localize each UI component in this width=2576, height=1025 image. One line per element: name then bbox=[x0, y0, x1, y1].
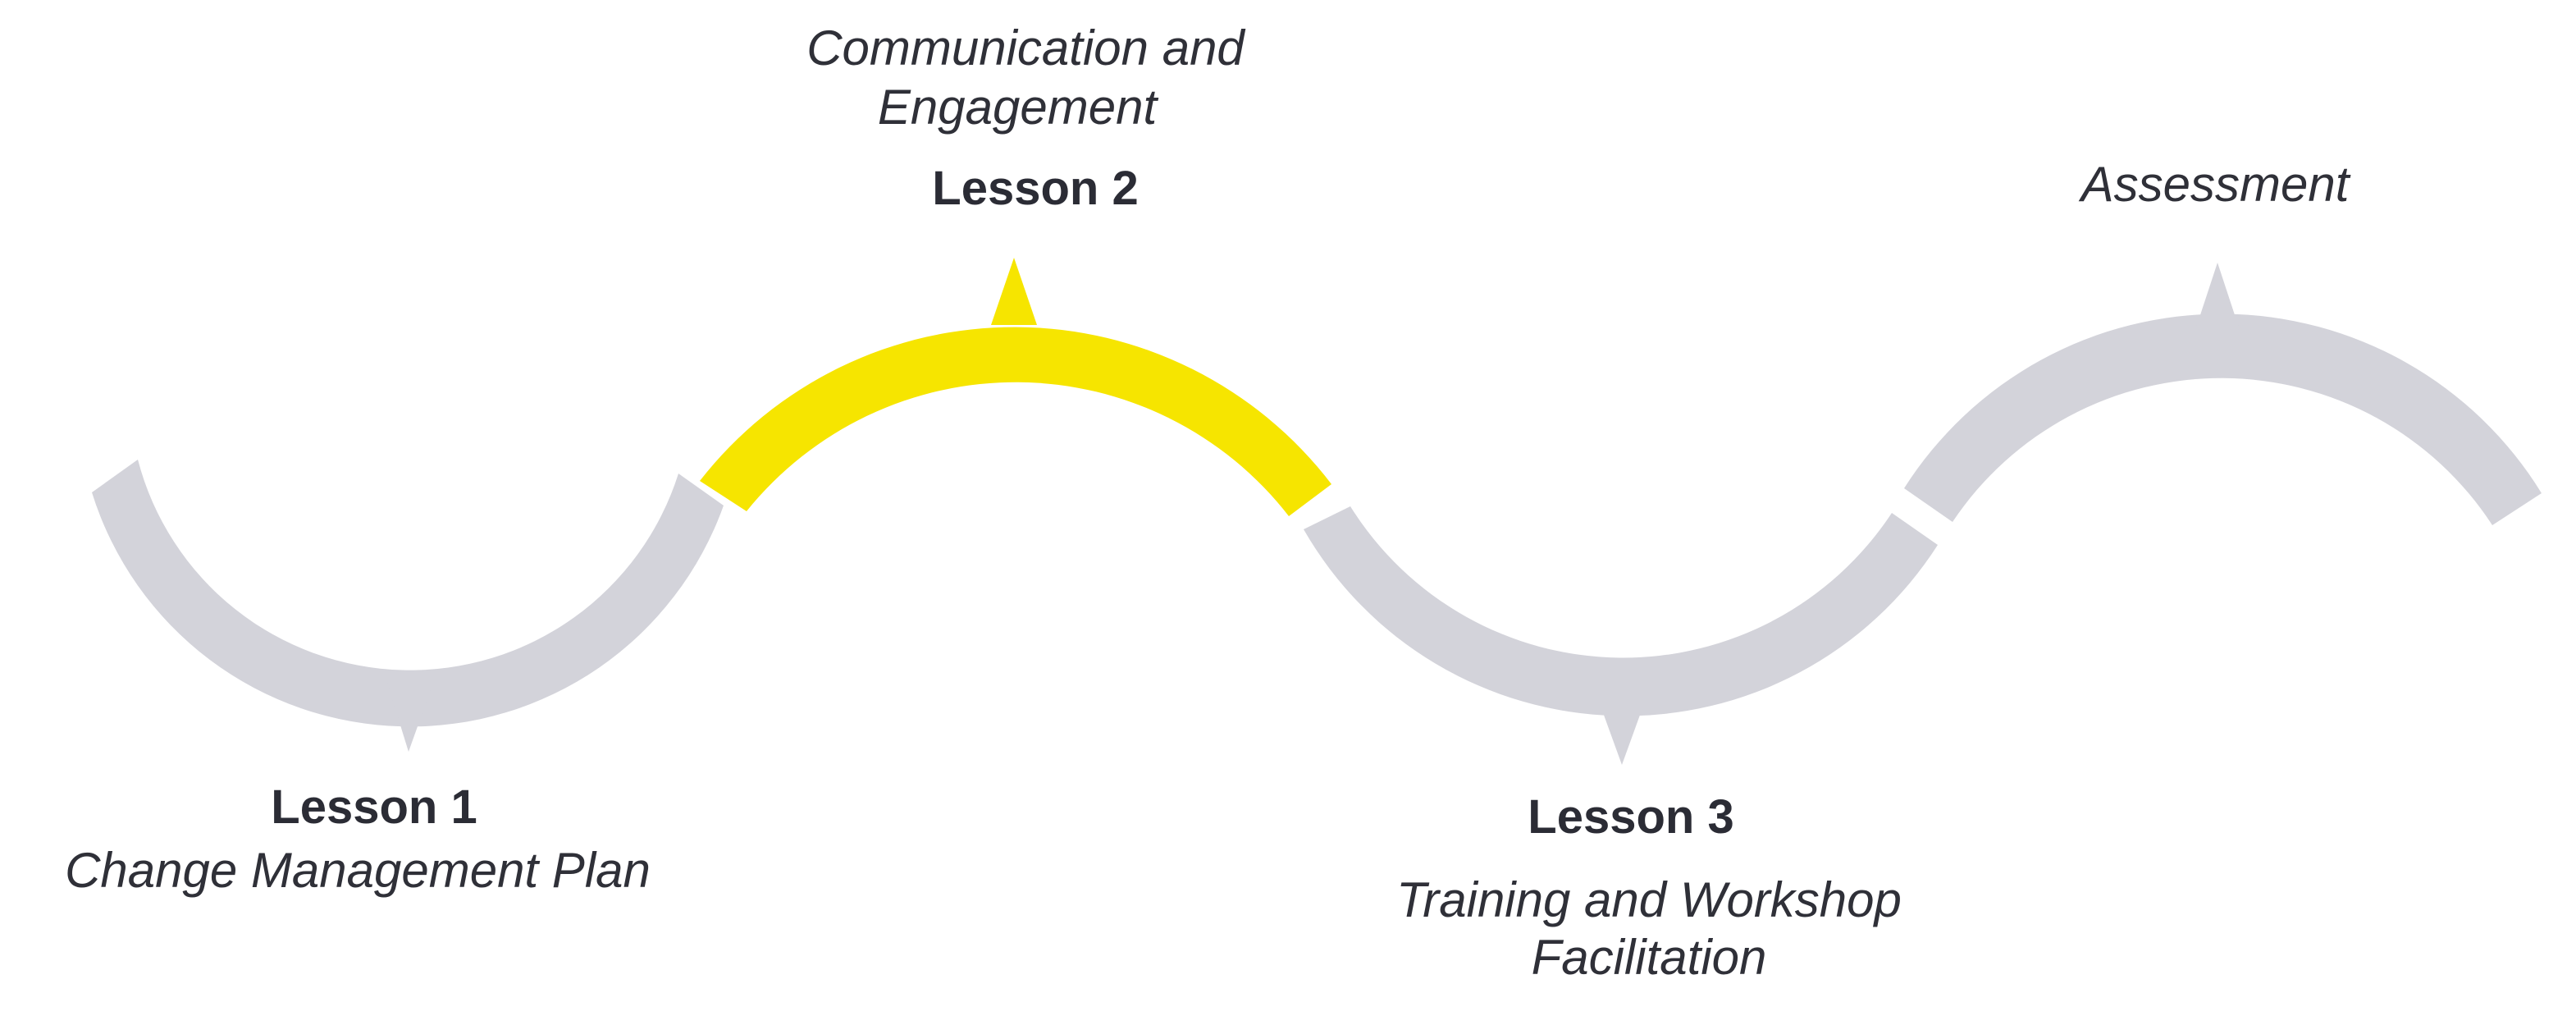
pointer-assessment bbox=[2195, 263, 2240, 330]
segment-assessment bbox=[1904, 313, 2542, 525]
pointer-lesson-2 bbox=[991, 258, 1037, 325]
lesson-3-subtitle-line-1: Training and Workshop bbox=[1396, 872, 1902, 927]
segment-lesson-1 bbox=[92, 460, 724, 727]
pointer-lesson-3 bbox=[1598, 699, 1646, 765]
lesson-2-subtitle-line-1: Communication and bbox=[806, 21, 1245, 76]
assessment-label: Assessment bbox=[2080, 157, 2350, 212]
lesson-2-subtitle-line-2: Engagement bbox=[877, 80, 1158, 135]
lesson-1-subtitle: Change Management Plan bbox=[65, 843, 651, 898]
lesson-2-title: Lesson 2 bbox=[932, 162, 1139, 215]
pointer-lesson-1 bbox=[387, 683, 433, 752]
lesson-3-subtitle-line-2: Facilitation bbox=[1531, 930, 1767, 985]
segment-lesson-2[interactable] bbox=[700, 327, 1331, 516]
lesson-1-title: Lesson 1 bbox=[271, 780, 477, 834]
lesson-3-title: Lesson 3 bbox=[1528, 790, 1734, 844]
segment-lesson-3 bbox=[1304, 506, 1938, 716]
